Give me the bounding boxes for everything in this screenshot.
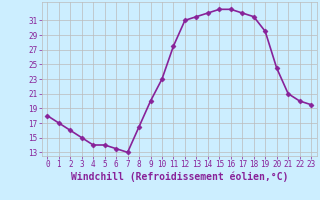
X-axis label: Windchill (Refroidissement éolien,°C): Windchill (Refroidissement éolien,°C) [70,172,288,182]
